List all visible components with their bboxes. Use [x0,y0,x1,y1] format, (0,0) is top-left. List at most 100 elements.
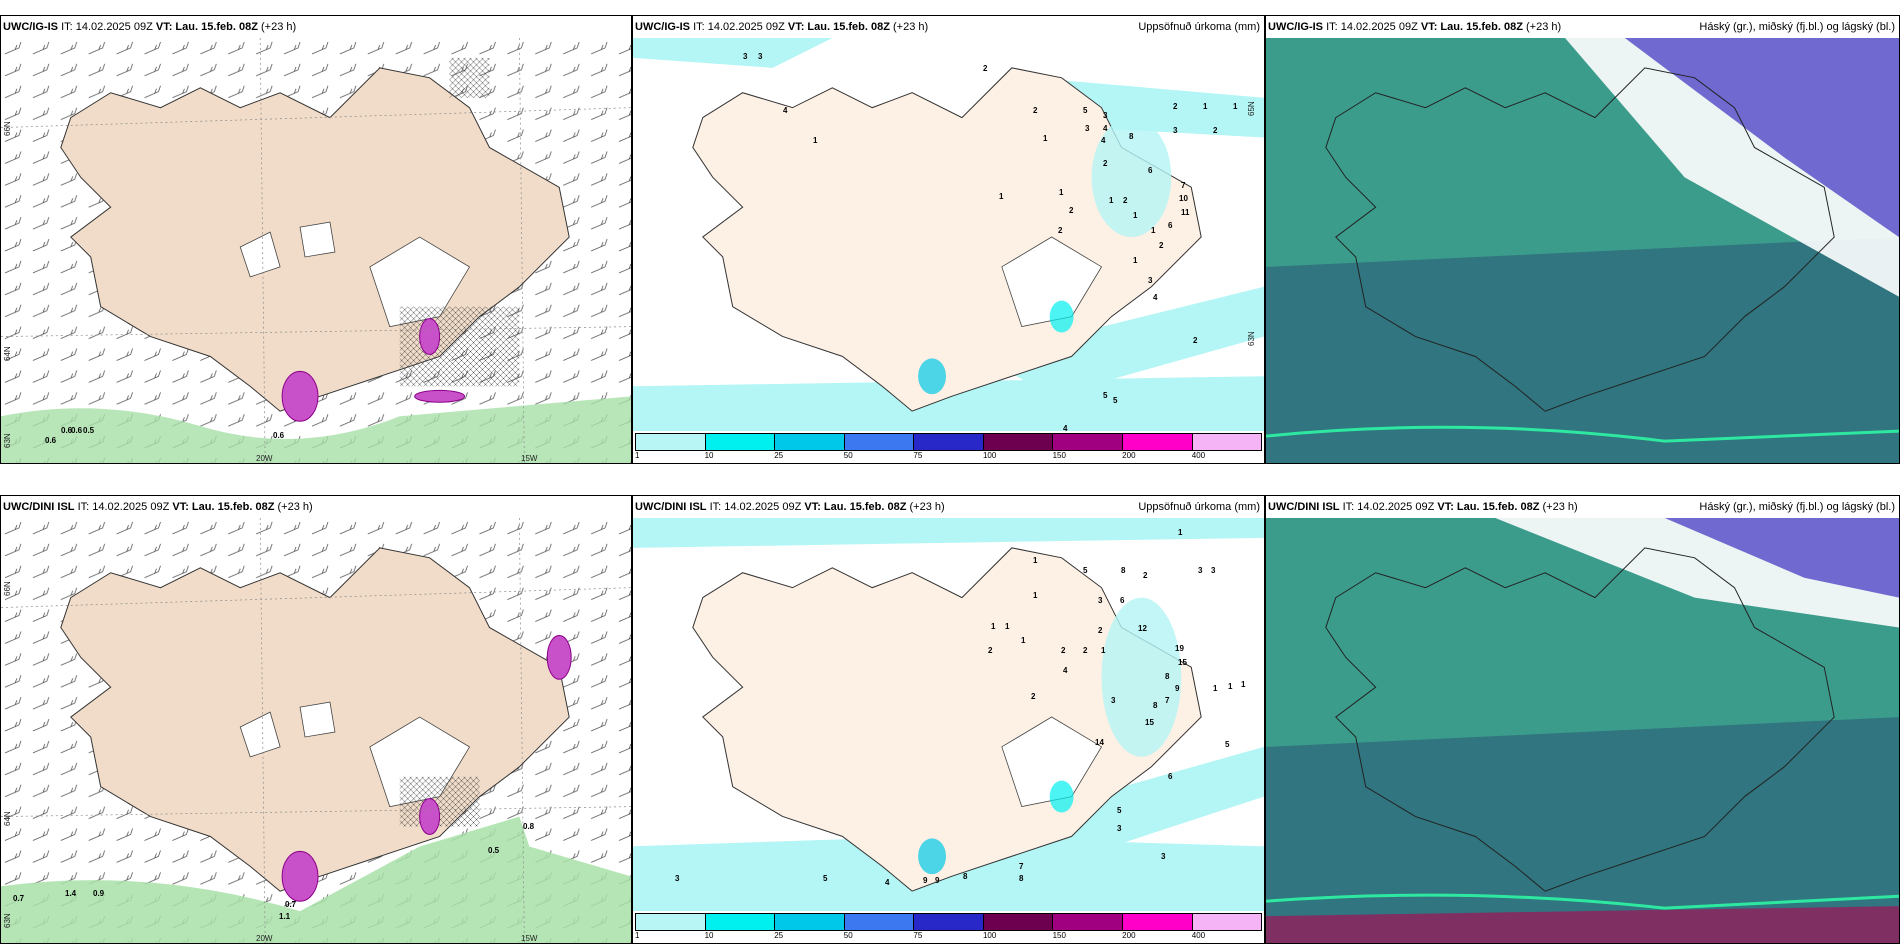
value-label: 0.6 [71,426,83,435]
green-precip-band [1,396,631,463]
init-time: IT: 14.02.2025 09Z [77,501,170,513]
init-time: IT: 14.02.2025 09Z [693,21,785,33]
legend-swatch [636,434,706,450]
value-label: 0.6 [45,436,57,445]
value-label: 14 [1095,738,1104,747]
legend-swatch [705,434,776,450]
legend-tick: 1 [635,451,640,460]
precip-area-east [1091,117,1172,237]
value-label: 1 [1203,102,1208,111]
precip-band-s [633,376,1264,431]
value-label: 2 [1083,646,1088,655]
glacier-hofsjokull [299,701,336,738]
precip-band-se [981,286,1264,397]
value-label: 5 [1103,391,1108,400]
value-label: 1 [999,192,1004,201]
value-label: 3 [758,52,763,61]
legend-swatch [705,914,776,930]
wind-map-svg [1,38,631,463]
lat-label: 66N [3,581,12,596]
wind-map-svg [1,518,631,943]
glacier [1001,716,1103,807]
value-label: 2 [1098,626,1103,635]
value-label: 1 [1033,556,1038,565]
cloud-low-layer [1266,237,1899,463]
lead-time: (+23 h) [261,21,297,33]
glacier-hofsjokull [299,221,336,258]
value-label: 5 [1117,806,1122,815]
precip-map-svg [633,38,1264,431]
panel-header: UWC/IG-IS IT: 14.02.2025 09Z VT: Lau. 15… [1,16,631,38]
legend-tick: 100 [982,931,997,940]
panel-header: UWC/DINI ISL IT: 14.02.2025 09Z VT: Lau.… [1266,496,1899,518]
cloud-map-svg [1266,518,1899,943]
value-label: 5 [1113,396,1118,405]
value-label: 6 [1120,596,1125,605]
legend-tick: 400 [1191,931,1206,940]
magenta-cell-2 [419,318,441,356]
lon-label: 15W [521,454,538,463]
lat-label: 63N [3,433,12,448]
legend-tick: 400 [1191,451,1206,460]
value-label: 3 [1098,596,1103,605]
value-label: 15 [1145,718,1154,727]
legend-tick: 1 [635,931,640,940]
legend-tick: 50 [843,451,853,460]
value-label: 1 [1233,102,1238,111]
lead-time: (+23 h) [1542,501,1578,513]
value-label: 2 [1103,159,1108,168]
precip-band-n [633,518,1264,548]
value-label: 1 [1109,196,1114,205]
legend-tick: 200 [1122,931,1136,940]
magenta-cell-1 [281,370,319,422]
lead-time: (+23 h) [893,21,929,33]
value-label: 0.7 [13,894,25,903]
precip-band-nw [633,38,833,68]
lead-time: (+23 h) [277,501,313,513]
value-label: 1 [1241,680,1246,689]
value-label: 0.7 [285,900,297,909]
legend-swatch [1192,914,1262,930]
legend-swatch [1192,434,1262,450]
value-label: 7 [1019,862,1024,871]
value-label: 1 [1043,134,1048,143]
valid-time: VT: Lau. 15.feb. 08Z [172,501,275,513]
iceland-land [692,547,1202,892]
model-name: UWC/DINI ISL [3,501,75,513]
value-label: 4 [885,878,890,887]
value-label: 0.5 [83,426,95,435]
value-label: 1.1 [279,912,291,921]
value-label: 6 [1168,772,1173,781]
panel-title: Uppsöfnuð úrkoma (mm) [1138,501,1260,513]
panel-title: Háský (gr.), miðský (fj.bl.) og lágský (… [1699,21,1895,33]
precip-legend: 1 10 25 50 75 100 150 200 400 [633,911,1264,943]
legend-tick: 75 [913,451,923,460]
value-label: 2 [1123,196,1128,205]
legend-swatch [914,914,984,930]
value-label: 1 [1133,256,1138,265]
value-label: 15 [1178,658,1187,667]
panel-header: UWC/IG-IS IT: 14.02.2025 09Z VT: Lau. 15… [633,16,1264,38]
value-label: 8 [1019,874,1024,883]
legend-tick: 150 [1052,931,1066,940]
value-label: 1 [1021,636,1026,645]
value-label: 1 [1059,188,1064,197]
cloud-high-south [1266,906,1899,943]
lat-label: 63N [1247,331,1256,346]
legend-swatch [914,434,984,450]
value-label: 8 [1121,566,1126,575]
legend-swatch [636,914,706,930]
lat-label: 64N [3,811,12,826]
magenta-cell-2 [419,798,441,836]
value-label: 2 [983,64,988,73]
legend-swatch [1053,434,1123,450]
legend-swatch [983,914,1054,930]
cloud-map-svg [1266,38,1899,463]
cloud-map [1266,38,1899,463]
value-label: 1 [991,622,996,631]
valid-time: VT: Lau. 15.feb. 08Z [804,501,907,513]
lon-label: 20W [256,454,273,463]
cloud-low-layer [1266,717,1899,943]
value-label: 3 [1173,126,1178,135]
precip-map [633,38,1264,431]
